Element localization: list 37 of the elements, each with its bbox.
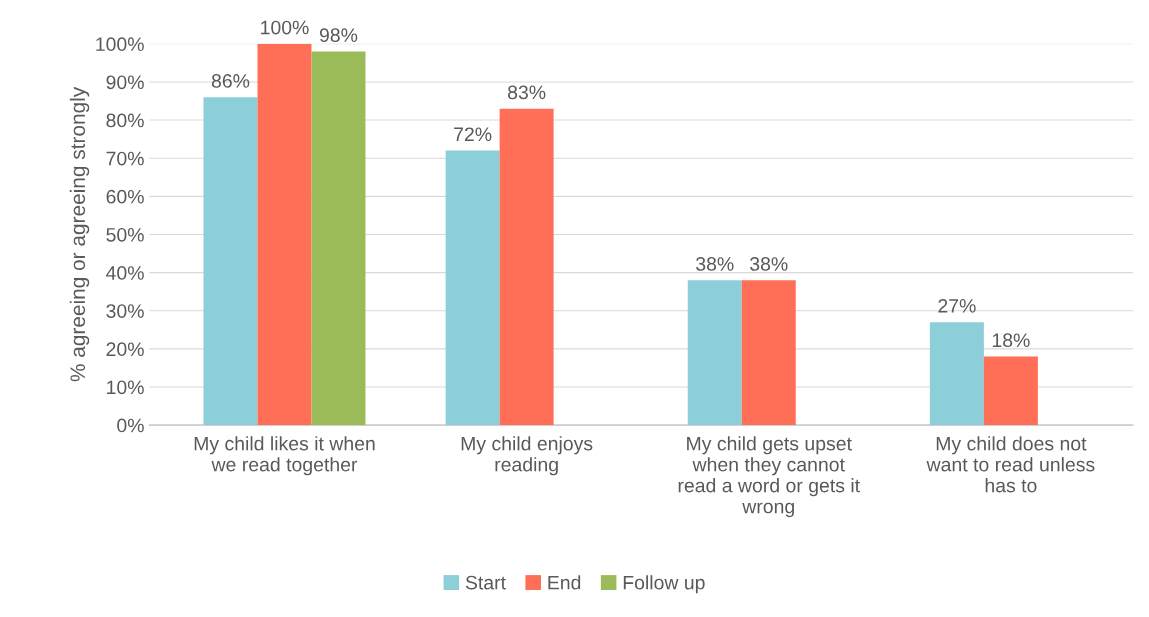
y-tick-label: 100% (96, 37, 144, 52)
data-label: 18% (992, 333, 1030, 348)
x-tick-label: My child likes it when we read together (194, 436, 375, 476)
bar (499, 108, 554, 426)
bar (311, 51, 366, 426)
x-tick-label: My child enjoys reading (461, 436, 593, 476)
legend-label: Start (465, 575, 506, 590)
y-tick-label: 90% (106, 75, 144, 90)
y-tick-label: 50% (106, 227, 144, 242)
bar (687, 280, 742, 426)
y-tick-label: 60% (106, 189, 144, 204)
bar (203, 97, 258, 426)
y-tick-label: 70% (106, 151, 144, 166)
y-tick-label: 10% (107, 380, 144, 395)
y-tick-label: 40% (106, 266, 144, 280)
y-tick-label: 20% (106, 342, 144, 357)
data-label: 27% (938, 298, 976, 313)
data-label: 98% (319, 28, 358, 43)
bar (983, 356, 1038, 426)
data-label: 86% (211, 74, 250, 88)
legend-label: End (548, 575, 581, 590)
legend-label: Follow up (623, 575, 705, 594)
data-label: 83% (508, 85, 546, 100)
bar (929, 322, 984, 426)
y-axis-title: % agreeing or agreeing strongly (69, 86, 90, 382)
x-tick-label: My child does not want to read unless has to (926, 436, 1095, 493)
y-tick-label: 0% (117, 418, 144, 433)
y-tick-label: 80% (106, 113, 144, 128)
x-tick-label: My child gets upset when they cannot read a word or gets it wrong (678, 436, 860, 518)
data-label: 38% (696, 257, 734, 271)
bar (445, 150, 500, 426)
data-label: 100% (261, 20, 309, 35)
y-tick-label: 30% (106, 304, 144, 318)
data-label: 38% (750, 257, 788, 271)
bar (741, 280, 796, 426)
bar (257, 43, 312, 426)
data-label: 72% (454, 127, 492, 142)
